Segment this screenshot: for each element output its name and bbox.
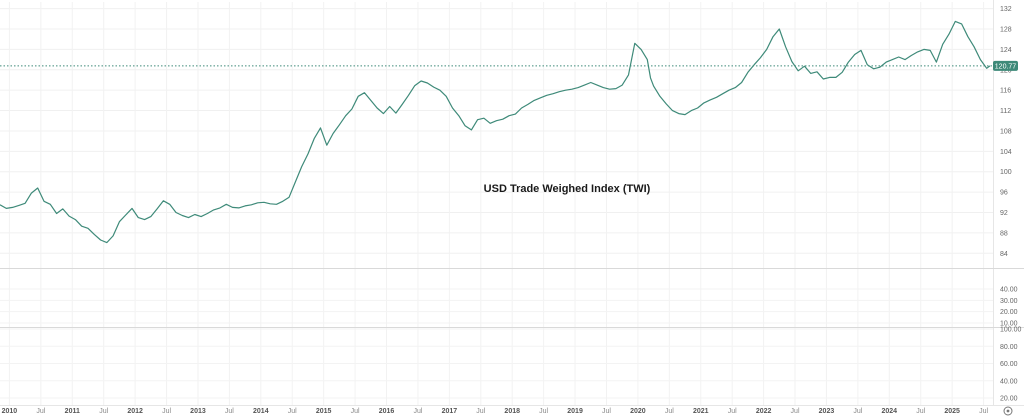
x-tick-label: Jul <box>728 408 737 415</box>
x-tick-label: 2014 <box>253 408 269 415</box>
x-tick-label: Jul <box>288 408 297 415</box>
grid <box>0 0 994 405</box>
panel-tick-label: 100.00 <box>1000 327 1022 334</box>
x-tick-label: 2021 <box>693 408 709 415</box>
panel-tick-label: 40.00 <box>1000 287 1018 294</box>
x-tick-label: Jul <box>602 408 611 415</box>
x-tick-label: 2024 <box>882 408 898 415</box>
y-tick-label: 92 <box>1000 210 1008 217</box>
y-axis: 13212812412011611210810410096928884120.7… <box>993 6 1018 258</box>
x-tick-label: Jul <box>916 408 925 415</box>
y-tick-label: 132 <box>1000 6 1012 13</box>
x-tick-label: 2025 <box>944 408 960 415</box>
y-tick-label: 124 <box>1000 47 1012 54</box>
x-tick-label: 2017 <box>442 408 458 415</box>
y-tick-label: 112 <box>1000 108 1011 115</box>
x-tick-label: 2011 <box>65 408 80 415</box>
panel-tick-label: 80.00 <box>1000 344 1018 351</box>
plot-area[interactable] <box>0 20 993 244</box>
y-tick-label: 100 <box>1000 169 1012 176</box>
y-tick-label: 96 <box>1000 190 1008 197</box>
chart-title: USD Trade Weighed Index (TWI) <box>484 183 651 195</box>
panel-tick-label: 40.00 <box>1000 378 1018 385</box>
x-tick-label: 2022 <box>756 408 772 415</box>
panel-tick-label: 60.00 <box>1000 361 1018 368</box>
y-tick-label: 104 <box>1000 149 1012 156</box>
x-tick-label: 2019 <box>567 408 583 415</box>
panel-tick-label: 20.00 <box>1000 309 1018 316</box>
x-tick-label: 2020 <box>630 408 646 415</box>
last-value-label: 120.77 <box>995 63 1017 70</box>
x-tick-label: Jul <box>476 408 485 415</box>
panel-tick-label: 30.00 <box>1000 298 1018 305</box>
x-tick-label: Jul <box>36 408 45 415</box>
x-tick-label: Jul <box>225 408 234 415</box>
x-tick-label: Jul <box>99 408 108 415</box>
x-tick-label: Jul <box>351 408 360 415</box>
y-tick-label: 128 <box>1000 27 1012 34</box>
y-tick-label: 88 <box>1000 230 1008 237</box>
x-tick-label: Jul <box>853 408 862 415</box>
x-tick-label: 2023 <box>819 408 835 415</box>
settings-gear-icon[interactable] <box>1003 406 1013 416</box>
y-tick-label: 116 <box>1000 88 1011 95</box>
x-tick-label: 2013 <box>190 408 206 415</box>
x-tick-label: Jul <box>665 408 674 415</box>
x-tick-label: 2010 <box>2 408 18 415</box>
last-value-badge: 120.77 <box>993 60 1018 71</box>
panel-tick-label: 20.00 <box>1000 396 1018 403</box>
x-tick-label: 2016 <box>379 408 395 415</box>
x-tick-label: Jul <box>162 408 171 415</box>
x-tick-label: Jul <box>979 408 988 415</box>
x-tick-label: 2015 <box>316 408 332 415</box>
panel-tick-label: 10.00 <box>1000 321 1018 328</box>
x-axis: 2010 Jul 2011 Jul 2012 Jul 2013 Jul 2014 Jul 2015 J… <box>0 405 1024 415</box>
x-tick-label: Jul <box>413 408 422 415</box>
x-tick-label: Jul <box>791 408 800 415</box>
x-tick-label: Jul <box>539 408 548 415</box>
y-tick-label: 84 <box>1000 251 1008 258</box>
y-tick-label: 108 <box>1000 128 1012 135</box>
x-tick-label: 2012 <box>127 408 143 415</box>
series-line[interactable] <box>0 20 991 244</box>
x-tick-label: 2018 <box>504 408 520 415</box>
